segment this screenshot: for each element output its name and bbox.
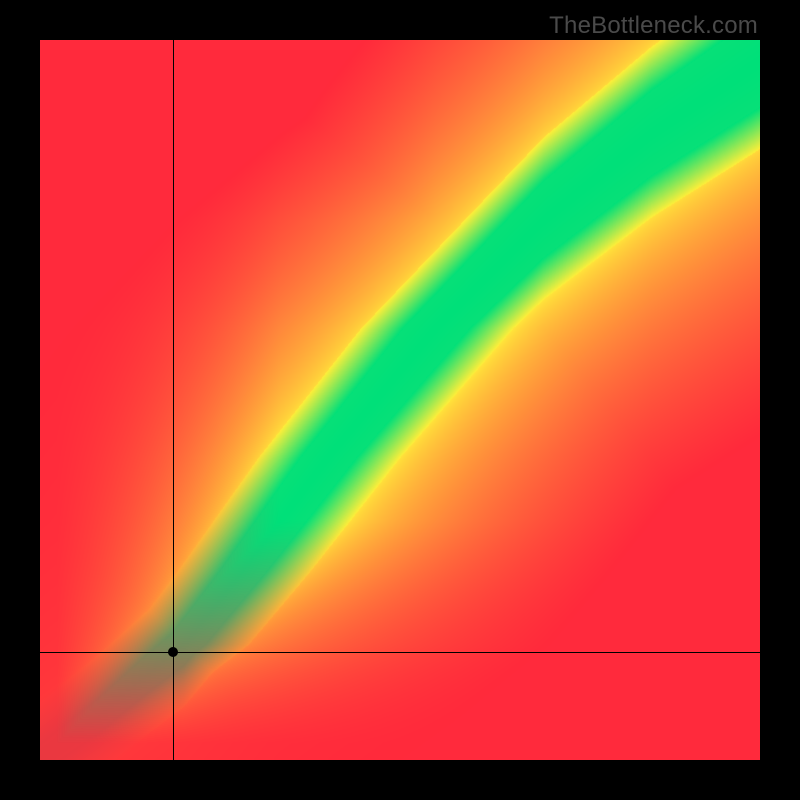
watermark-text: TheBottleneck.com [549, 12, 758, 40]
chart-frame: TheBottleneck.com [0, 0, 800, 800]
crosshair-horizontal [40, 652, 760, 653]
heatmap-plot [40, 40, 760, 760]
